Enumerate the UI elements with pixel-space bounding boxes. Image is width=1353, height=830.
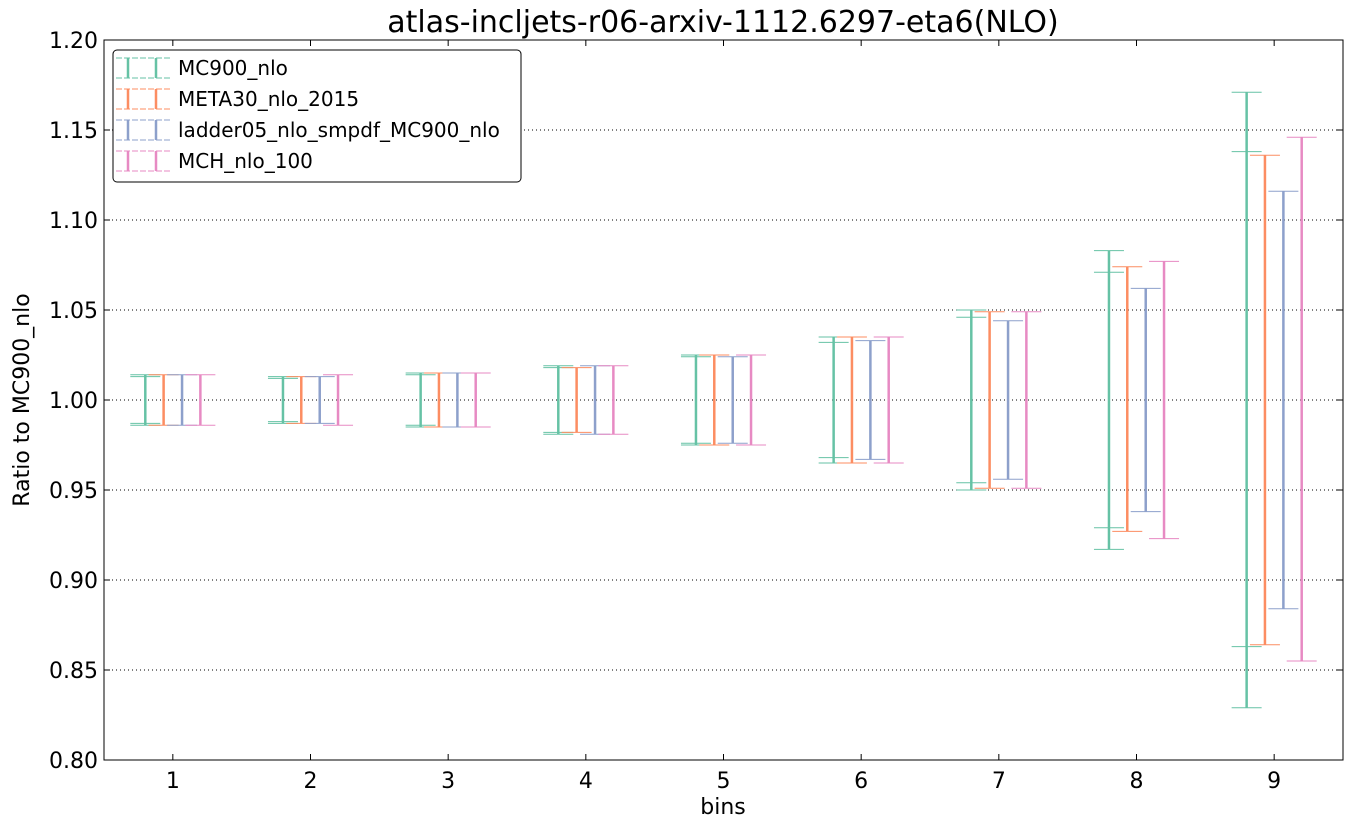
error-bar	[956, 309, 987, 491]
legend-entry: MC900_nlo	[116, 56, 288, 80]
error-bar	[1093, 250, 1124, 550]
error-bar	[855, 340, 886, 460]
y-tick-label: 0.80	[49, 749, 98, 774]
error-bar	[1112, 266, 1143, 532]
legend-box	[112, 49, 522, 183]
error-bar	[717, 356, 748, 444]
y-tick-label: 0.90	[49, 569, 98, 594]
y-tick-label: 1.00	[49, 389, 98, 414]
error-bars	[130, 91, 1317, 709]
axis-ticks: 0.80 0.85 0.90 0.95 1.00 1.05 1.10 1.15 1.20 1 2 3 4…	[49, 29, 1343, 794]
legend: MC900_nlo META30_nlo_2015 ladder05_nlo_smp…	[112, 49, 522, 183]
error-bar	[736, 354, 767, 446]
error-bar	[1149, 260, 1180, 540]
error-bar	[304, 376, 335, 424]
x-tick-label: 4	[579, 769, 593, 794]
x-tick-label: 8	[1130, 769, 1144, 794]
y-tick-label: 1.15	[49, 119, 98, 144]
error-bar	[442, 372, 473, 428]
y-tick-label: 0.95	[49, 479, 98, 504]
legend-label: MC900_nlo	[178, 56, 288, 80]
error-bar	[680, 354, 711, 446]
error-bar	[993, 320, 1024, 480]
x-axis-label: bins	[700, 795, 745, 820]
error-bar	[1011, 311, 1042, 489]
legend-entry: ladder05_nlo_smpdf_MC900_nlo	[116, 118, 500, 142]
y-tick-label: 1.20	[49, 29, 98, 54]
error-bar	[323, 374, 354, 426]
chart-title: atlas-incljets-r06-arxiv-1112.6297-eta6(…	[387, 5, 1058, 40]
grid-lines	[104, 129, 1343, 671]
x-tick-label: 9	[1267, 769, 1281, 794]
error-bar	[185, 374, 216, 426]
x-tick-label: 3	[441, 769, 455, 794]
legend-label: MCH_nlo_100	[178, 149, 313, 173]
legend-label: ladder05_nlo_smpdf_MC900_nlo	[178, 118, 500, 142]
error-bar	[699, 354, 730, 446]
x-tick-label: 1	[166, 769, 180, 794]
error-bar	[148, 374, 179, 426]
error-bar	[405, 372, 436, 428]
error-bar	[130, 374, 161, 426]
error-bar	[1286, 136, 1317, 662]
error-bar	[836, 336, 867, 464]
error-bar	[598, 365, 629, 435]
error-bar	[561, 367, 592, 433]
error-bar	[873, 336, 904, 464]
error-bar	[460, 372, 491, 428]
error-bar	[1130, 287, 1161, 513]
legend-entry: MCH_nlo_100	[116, 149, 313, 173]
error-bar	[1249, 154, 1280, 646]
x-tick-label: 2	[304, 769, 318, 794]
y-tick-label: 0.85	[49, 659, 98, 684]
error-bar	[286, 376, 317, 424]
x-tick-label: 5	[717, 769, 731, 794]
error-bar	[974, 311, 1005, 489]
error-bar	[1268, 190, 1299, 610]
legend-entry: META30_nlo_2015	[116, 87, 359, 111]
x-tick-label: 6	[854, 769, 868, 794]
legend-label: META30_nlo_2015	[178, 87, 359, 111]
y-axis-label: Ratio to MC900_nlo	[10, 293, 35, 506]
x-tick-label: 7	[992, 769, 1006, 794]
error-bar	[1231, 91, 1262, 709]
y-tick-label: 1.10	[49, 209, 98, 234]
y-tick-label: 1.05	[49, 299, 98, 324]
